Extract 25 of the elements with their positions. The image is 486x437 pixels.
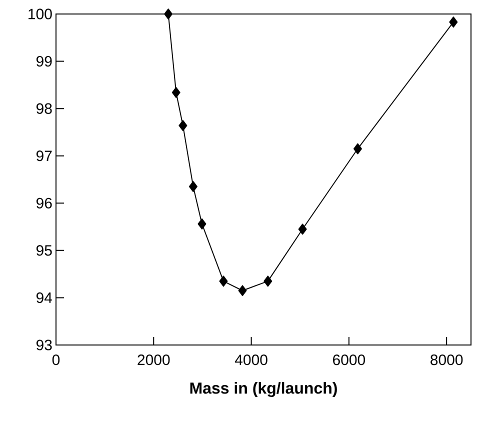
x-tick-label: 2000: [138, 354, 170, 366]
point: [238, 285, 247, 296]
x-tick-label: 6000: [333, 354, 366, 366]
point: [353, 143, 362, 154]
y-tick-label: 96: [36, 198, 52, 208]
point: [264, 276, 272, 287]
point: [219, 276, 228, 287]
point: [172, 86, 180, 98]
point: [178, 120, 188, 132]
point: [164, 8, 173, 20]
x-tick-label: 0: [52, 354, 60, 366]
y-tick-label: 98: [36, 103, 52, 114]
point: [188, 181, 198, 192]
y-tick-label: 94: [36, 292, 52, 304]
point: [298, 224, 307, 235]
point: [198, 218, 206, 230]
x-axis-title: Mass in (kg/launch): [190, 382, 337, 397]
y-tick-label: 99: [36, 56, 52, 67]
point: [449, 16, 458, 28]
y-tick-label: 100: [28, 8, 52, 20]
y-tick-label: 95: [36, 245, 52, 256]
y-tick-label: 93: [36, 340, 52, 350]
x-tick-label: 4000: [234, 354, 268, 366]
y-tick-label: 97: [36, 150, 52, 162]
x-tick-label: 8000: [430, 354, 463, 366]
